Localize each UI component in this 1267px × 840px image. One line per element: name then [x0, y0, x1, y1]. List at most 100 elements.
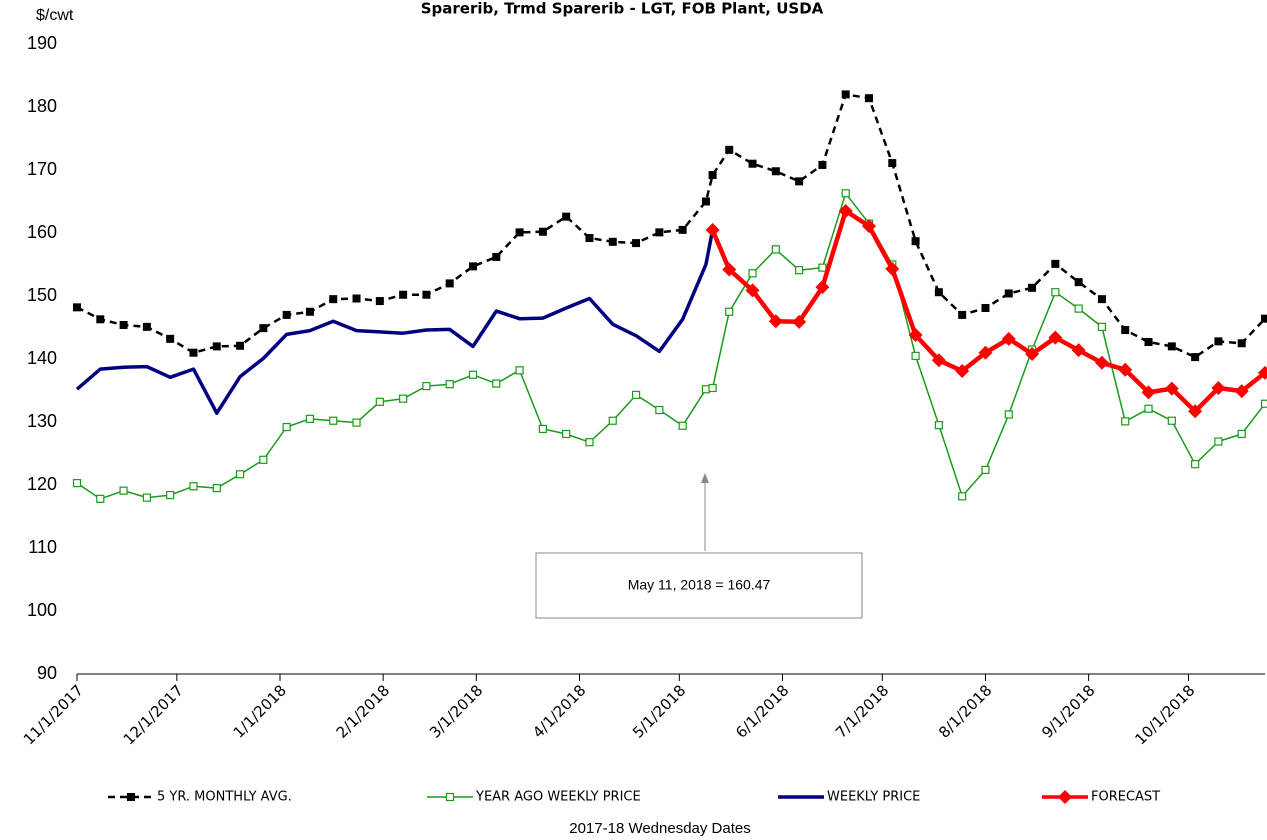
marker	[1164, 381, 1179, 396]
marker	[259, 455, 268, 464]
marker	[445, 380, 454, 389]
marker	[189, 348, 198, 357]
marker	[931, 353, 946, 368]
annotation-arrowhead	[701, 473, 709, 483]
marker	[701, 197, 710, 206]
marker	[166, 490, 175, 500]
marker	[934, 421, 943, 430]
marker	[142, 493, 151, 502]
marker	[1001, 331, 1016, 346]
marker	[1214, 337, 1223, 346]
marker	[792, 314, 807, 329]
marker	[96, 315, 105, 324]
marker	[538, 227, 547, 236]
marker	[445, 792, 455, 802]
marker	[375, 397, 384, 406]
series-line	[75, 229, 715, 415]
marker	[1144, 337, 1153, 346]
marker	[1260, 399, 1267, 408]
marker	[259, 324, 268, 333]
marker	[911, 237, 920, 246]
marker	[1025, 346, 1040, 361]
marker	[1237, 429, 1246, 439]
marker	[1048, 330, 1063, 345]
y-tick-label: 130	[27, 411, 57, 431]
marker	[678, 421, 687, 430]
marker	[838, 203, 853, 218]
marker	[127, 793, 135, 801]
marker	[515, 228, 524, 237]
y-tick-label: 150	[27, 285, 57, 305]
marker	[888, 159, 897, 168]
marker	[72, 479, 82, 488]
marker	[1141, 385, 1156, 400]
marker	[795, 177, 804, 186]
marker	[818, 160, 827, 169]
marker	[468, 370, 478, 379]
marker	[236, 341, 245, 350]
marker	[958, 492, 967, 501]
marker	[585, 438, 594, 447]
marker	[1258, 365, 1267, 380]
marker	[908, 328, 923, 343]
marker	[655, 228, 664, 237]
marker	[305, 414, 315, 423]
marker	[73, 303, 81, 312]
y-tick-label: 180	[27, 96, 57, 116]
marker	[725, 145, 734, 154]
x-tick-label: 11/1/2017	[20, 681, 87, 748]
marker	[678, 225, 687, 234]
marker	[1094, 355, 1109, 370]
marker	[166, 334, 175, 343]
marker	[1191, 460, 1200, 469]
x-tick-label: 4/1/2018	[529, 681, 589, 741]
legend-label: YEAR AGO WEEKLY PRICE	[475, 790, 641, 805]
marker	[399, 394, 408, 403]
marker	[978, 345, 993, 360]
marker	[708, 383, 717, 393]
marker	[562, 212, 571, 221]
marker	[608, 237, 617, 246]
x-tick-label: 12/1/2017	[120, 681, 187, 748]
marker	[725, 307, 734, 316]
marker	[1191, 353, 1200, 362]
chart-title: Sparerib, Trmd Sparerib - LGT, FOB Plant…	[421, 0, 824, 18]
marker	[745, 283, 760, 298]
series-line	[76, 192, 1266, 500]
marker	[1261, 314, 1267, 323]
marker	[1234, 384, 1249, 399]
marker	[771, 167, 780, 176]
marker	[492, 379, 501, 388]
marker	[701, 385, 711, 394]
marker	[1188, 404, 1203, 419]
y-tick-label: 120	[27, 474, 57, 494]
y-tick-label: 170	[27, 159, 57, 179]
marker	[422, 381, 431, 391]
marker	[1237, 339, 1246, 348]
marker	[375, 297, 384, 306]
marker	[841, 90, 850, 99]
marker	[422, 290, 431, 299]
marker	[282, 422, 291, 432]
marker	[1074, 304, 1083, 313]
annotation: May 11, 2018 = 160.47	[628, 577, 771, 593]
marker	[1121, 326, 1130, 335]
marker	[815, 280, 830, 295]
legend-label: 5 YR. MONTHLY AVG.	[157, 790, 292, 805]
x-tick-label: 10/1/2018	[1131, 681, 1198, 748]
y-tick-label: 160	[27, 222, 57, 242]
marker	[862, 219, 876, 234]
marker	[1004, 289, 1013, 298]
y-tick-label: 140	[27, 348, 57, 368]
x-tick-label: 1/1/2018	[230, 681, 290, 741]
marker	[608, 416, 617, 425]
marker	[1167, 416, 1176, 425]
marker	[1097, 322, 1107, 331]
marker	[1121, 417, 1130, 426]
y-tick-label: 110	[28, 537, 57, 557]
marker	[1074, 278, 1083, 287]
y-tick-label: 100	[27, 600, 57, 620]
marker	[885, 261, 900, 276]
x-axis-label: 2017-18 Wednesday Dates	[569, 820, 751, 837]
marker	[119, 486, 128, 495]
